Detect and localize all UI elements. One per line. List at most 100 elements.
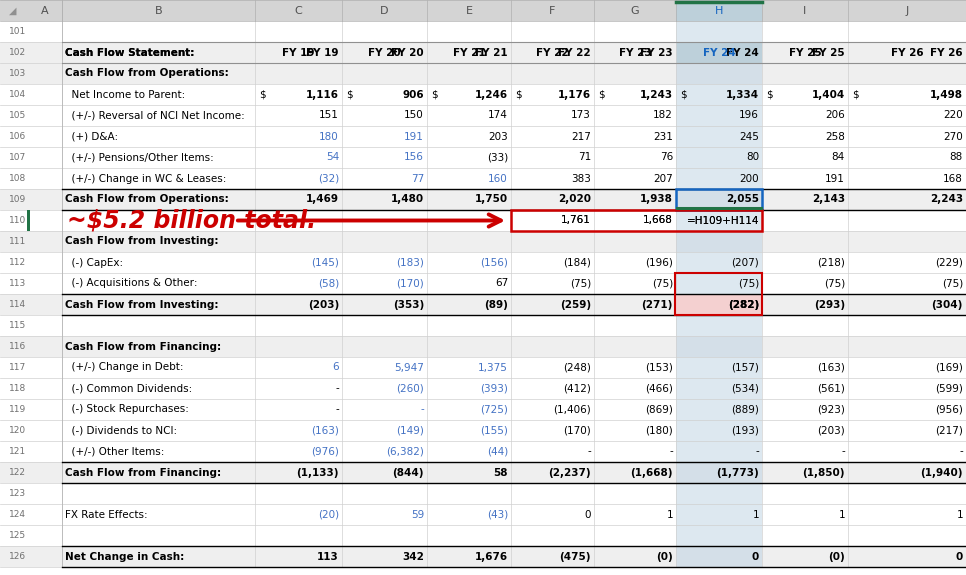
Text: 231: 231 xyxy=(653,132,673,141)
Text: 71: 71 xyxy=(578,152,591,163)
Bar xyxy=(0,105,966,126)
Text: (353): (353) xyxy=(393,300,424,309)
Bar xyxy=(0,210,966,231)
Text: ~$5.2 billion total.: ~$5.2 billion total. xyxy=(67,209,316,232)
Text: (1,133): (1,133) xyxy=(297,467,339,477)
Text: 1,116: 1,116 xyxy=(306,90,339,99)
Text: (-) Dividends to NCI:: (-) Dividends to NCI: xyxy=(65,426,177,435)
Text: 0: 0 xyxy=(955,551,963,562)
Text: (+/-) Change in Debt:: (+/-) Change in Debt: xyxy=(65,362,184,373)
Bar xyxy=(0,42,966,63)
Text: FY 24: FY 24 xyxy=(702,48,735,58)
Text: (207): (207) xyxy=(731,258,759,267)
Text: 150: 150 xyxy=(404,110,424,121)
Text: 0: 0 xyxy=(584,509,591,519)
Text: (2,237): (2,237) xyxy=(549,467,591,477)
Bar xyxy=(0,294,966,315)
Text: F: F xyxy=(550,6,555,16)
Text: -: - xyxy=(587,447,591,457)
Bar xyxy=(0,84,966,105)
Text: (282): (282) xyxy=(727,300,759,309)
Text: 182: 182 xyxy=(653,110,673,121)
Bar xyxy=(676,294,762,315)
Text: -: - xyxy=(755,447,759,457)
Text: (203): (203) xyxy=(308,300,339,309)
Text: 58: 58 xyxy=(494,467,508,477)
Text: 1: 1 xyxy=(667,509,673,519)
Text: -: - xyxy=(959,447,963,457)
Text: 116: 116 xyxy=(9,342,26,351)
Text: 76: 76 xyxy=(660,152,673,163)
Text: Cash Flow from Operations:: Cash Flow from Operations: xyxy=(65,194,229,205)
Text: 105: 105 xyxy=(9,111,26,120)
Text: Cash Flow from Investing:: Cash Flow from Investing: xyxy=(65,300,218,309)
Text: FY 26: FY 26 xyxy=(891,48,923,58)
Bar xyxy=(676,0,762,21)
Text: (1,773): (1,773) xyxy=(716,467,759,477)
Text: (-) Stock Repurchases:: (-) Stock Repurchases: xyxy=(65,404,189,415)
Text: $: $ xyxy=(766,90,773,99)
Text: FY 19: FY 19 xyxy=(282,48,315,58)
Text: 1,246: 1,246 xyxy=(475,90,508,99)
Text: 1,480: 1,480 xyxy=(391,194,424,205)
Text: I: I xyxy=(804,6,807,16)
Text: Cash Flow from Financing:: Cash Flow from Financing: xyxy=(65,342,221,351)
Bar xyxy=(0,147,966,168)
Text: FY 24: FY 24 xyxy=(726,48,759,58)
Text: (33): (33) xyxy=(487,152,508,163)
Text: 124: 124 xyxy=(9,510,26,519)
Text: (248): (248) xyxy=(563,362,591,373)
Text: 123: 123 xyxy=(9,489,26,498)
Text: 59: 59 xyxy=(411,509,424,519)
Text: 258: 258 xyxy=(825,132,845,141)
Bar xyxy=(676,378,762,399)
Text: (+/-) Reversal of NCI Net Income:: (+/-) Reversal of NCI Net Income: xyxy=(65,110,244,121)
Bar xyxy=(27,210,30,231)
Text: (58): (58) xyxy=(318,278,339,289)
Text: (156): (156) xyxy=(480,258,508,267)
Text: (282): (282) xyxy=(727,300,759,309)
Text: (+/-) Pensions/Other Items:: (+/-) Pensions/Other Items: xyxy=(65,152,213,163)
Text: 196: 196 xyxy=(739,110,759,121)
Text: 1,761: 1,761 xyxy=(561,216,591,225)
Text: 1,375: 1,375 xyxy=(478,362,508,373)
Bar xyxy=(676,462,762,483)
Text: 126: 126 xyxy=(9,552,26,561)
Text: (75): (75) xyxy=(942,278,963,289)
Text: (1,850): (1,850) xyxy=(803,467,845,477)
Text: 108: 108 xyxy=(9,174,26,183)
Text: FY 26: FY 26 xyxy=(930,48,963,58)
Text: (193): (193) xyxy=(731,426,759,435)
Text: 342: 342 xyxy=(402,551,424,562)
Text: ◢: ◢ xyxy=(10,6,16,16)
Text: (976): (976) xyxy=(311,447,339,457)
Text: -: - xyxy=(841,447,845,457)
Text: 107: 107 xyxy=(9,153,26,162)
Text: 1,668: 1,668 xyxy=(643,216,673,225)
Text: 1,750: 1,750 xyxy=(475,194,508,205)
Text: 103: 103 xyxy=(9,69,26,78)
Text: FY 23: FY 23 xyxy=(618,48,651,58)
Text: 115: 115 xyxy=(9,321,26,330)
Text: 1,938: 1,938 xyxy=(640,194,673,205)
Text: 101: 101 xyxy=(9,27,26,36)
Text: (+/-) Other Items:: (+/-) Other Items: xyxy=(65,447,164,457)
Text: -: - xyxy=(669,447,673,457)
Text: Cash Flow from Financing:: Cash Flow from Financing: xyxy=(65,467,221,477)
Bar xyxy=(676,231,762,252)
Text: FY 25: FY 25 xyxy=(812,48,845,58)
Text: $: $ xyxy=(431,90,438,99)
Text: (169): (169) xyxy=(935,362,963,373)
Text: (0): (0) xyxy=(656,551,673,562)
Bar xyxy=(676,336,762,357)
Text: 0: 0 xyxy=(752,551,759,562)
Text: -: - xyxy=(335,384,339,393)
Bar xyxy=(676,210,762,231)
Text: (534): (534) xyxy=(731,384,759,393)
Text: 122: 122 xyxy=(9,468,26,477)
Text: (475): (475) xyxy=(559,551,591,562)
Text: 88: 88 xyxy=(950,152,963,163)
Text: 168: 168 xyxy=(943,174,963,183)
Text: (32): (32) xyxy=(318,174,339,183)
Text: FY 21: FY 21 xyxy=(475,48,508,58)
